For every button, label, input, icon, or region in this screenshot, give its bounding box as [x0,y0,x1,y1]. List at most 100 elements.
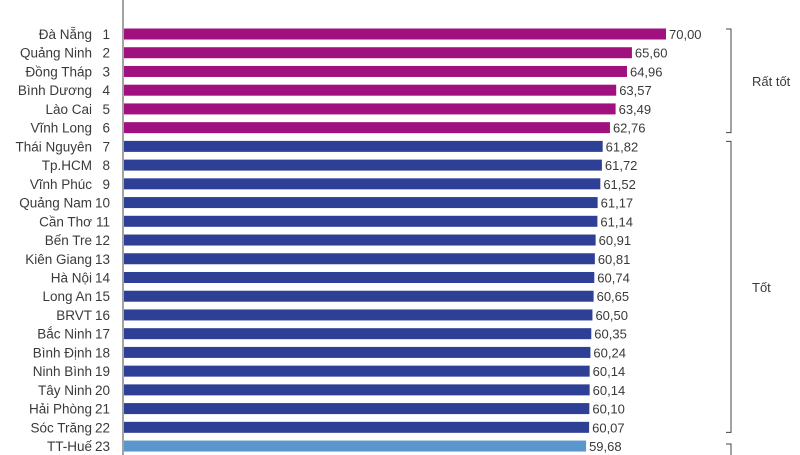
rank-label: 14 [95,270,111,285]
province-label: Bình Dương [18,83,92,98]
rank-label: 12 [95,233,110,248]
bar [124,47,632,59]
value-label: 60,35 [594,327,627,342]
bar [124,140,603,152]
value-label: 60,91 [599,233,632,248]
bar [124,65,627,77]
rank-label: 22 [95,420,110,435]
province-label: Long An [42,289,92,304]
province-label: Quảng Ninh [20,46,92,61]
bar [124,440,587,452]
rank-label: 19 [95,364,110,379]
province-label: Lào Cai [45,102,92,117]
value-label: 60,14 [593,364,626,379]
value-label: 60,07 [592,420,625,435]
province-label: Vĩnh Long [30,121,92,136]
rank-label: 2 [102,46,110,61]
value-label: 60,65 [597,289,630,304]
group-label: Rất tốt [752,74,791,89]
group-brackets: Rất tốt Tốt [726,28,791,455]
province-label: Hải Phòng [29,402,92,417]
province-label: Kiên Giang [25,252,92,267]
bar [124,253,595,265]
province-label: Tp.HCM [42,158,92,173]
group-bracket [726,28,732,134]
rank-label: 3 [102,64,110,79]
value-label: 61,14 [600,214,633,229]
province-label: BRVT [56,308,92,323]
bar [124,178,601,190]
bar [124,365,590,377]
province-label: Quảng Nam [19,196,92,211]
rank-label: 17 [95,327,110,342]
rank-label: 4 [102,83,110,98]
value-label: 61,72 [605,158,638,173]
rank-label: 8 [102,158,110,173]
value-label: 62,76 [613,121,646,136]
bar [124,290,594,302]
bar [124,234,596,246]
rank-label: 21 [95,402,110,417]
value-label: 59,68 [589,439,622,454]
value-label: 60,14 [593,383,626,398]
value-label: 60,24 [593,345,626,360]
bar [124,271,595,283]
bar [124,84,617,96]
province-label: Tây Ninh [38,383,92,398]
province-label: Đồng Tháp [25,64,92,79]
rank-label: 1 [102,27,110,42]
bar [124,28,666,40]
rank-label: 15 [95,289,110,304]
province-label: Bến Tre [45,233,92,248]
bar [124,103,616,115]
value-label: 63,49 [619,102,652,117]
bar [124,421,590,433]
group-bracket [726,140,732,433]
province-label: Bình Định [33,345,92,360]
bar [124,197,598,209]
bar [124,328,592,340]
rank-label: 5 [102,102,110,117]
value-label: 60,81 [598,252,631,267]
rank-label: 23 [95,439,110,454]
value-label: 65,60 [635,46,668,61]
value-label: 64,96 [630,64,663,79]
value-label: 70,00 [669,27,702,42]
value-label: 60,10 [592,402,625,417]
value-label: 60,74 [597,270,630,285]
province-label: Sóc Trăng [30,420,92,435]
bar [124,215,598,227]
province-label: TT-Huế [47,439,93,454]
bar [124,122,610,134]
province-label: Hà Nội [51,270,92,285]
rank-label: 18 [95,345,110,360]
province-label: Thái Nguyên [15,139,92,154]
rank-label: 16 [95,308,110,323]
rank-label: 6 [102,121,110,136]
province-label: Vĩnh Phúc [30,177,93,192]
province-label: Ninh Bình [33,364,92,379]
rank-label: 10 [95,196,110,211]
value-label: 61,17 [601,196,634,211]
province-label: Cần Thơ [39,214,92,229]
rank-label: 7 [102,139,110,154]
bar-rows: Đà Nẵng 1 70,00 Quảng Ninh 2 65,60 Đồng Tháp 3 6… [15,27,701,454]
value-label: 61,82 [606,139,639,154]
value-label: 60,50 [595,308,628,323]
bar [124,403,590,415]
group-bracket [726,443,732,455]
bar [124,384,590,396]
rank-label: 13 [95,252,110,267]
rank-label: 9 [102,177,110,192]
bar [124,309,593,321]
group-label: Tốt [752,280,771,295]
province-label: Bắc Ninh [37,327,92,342]
bar [124,346,591,358]
rank-label: 11 [96,214,110,229]
province-label: Đà Nẵng [39,27,92,42]
value-label: 63,57 [619,83,652,98]
bar [124,159,602,171]
rank-label: 20 [95,383,110,398]
value-label: 61,52 [603,177,636,192]
